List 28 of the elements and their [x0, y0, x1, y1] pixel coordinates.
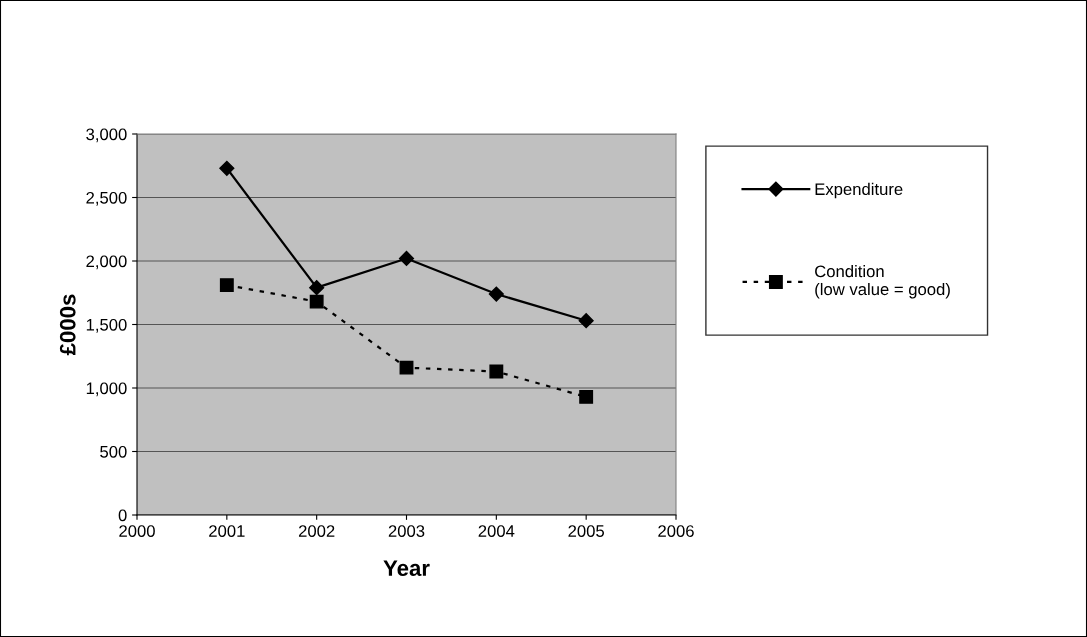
x-tick-label: 2006: [658, 525, 694, 537]
x-tick-label: 2004: [478, 525, 515, 537]
y-tick-label: 2,500: [86, 191, 127, 206]
x-tick-label: 2005: [568, 525, 605, 537]
legend-label: Expenditure: [815, 182, 903, 199]
x-tick-label: 2002: [298, 525, 335, 537]
x-axis-title: Year: [383, 560, 430, 577]
y-axis-title: £000s: [59, 294, 76, 356]
point: [399, 360, 414, 375]
x-tick-label: 2001: [209, 525, 245, 537]
y-tick-label: 0: [118, 509, 127, 522]
point: [398, 250, 415, 267]
point: [579, 389, 594, 404]
legend-label: Condition (low value = good): [815, 265, 950, 299]
point: [488, 286, 504, 302]
y-tick-label: 2,000: [86, 255, 127, 270]
y-tick-label: 1,500: [86, 318, 127, 333]
y-tick-label: 1,000: [86, 382, 127, 397]
point: [489, 364, 504, 379]
point: [578, 313, 594, 329]
y-tick-label: 3,000: [86, 128, 127, 143]
y-tick-label: 500: [100, 445, 127, 458]
point: [309, 280, 325, 296]
point: [219, 160, 235, 176]
x-tick-label: 2000: [119, 525, 155, 537]
point: [219, 278, 234, 293]
x-tick-label: 2003: [388, 525, 425, 537]
point: [309, 294, 324, 309]
